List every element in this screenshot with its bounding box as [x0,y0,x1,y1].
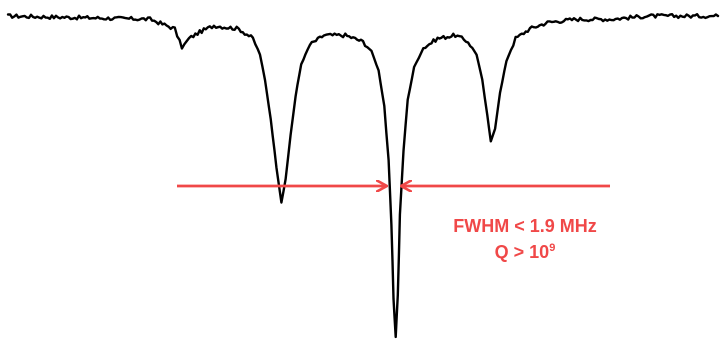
q-factor-base: Q > 10 [494,242,550,262]
spectrum-trace-line [6,13,720,339]
fwhm-label: FWHM < 1.9 MHz [453,216,597,236]
fwhm-q-annotation: FWHM < 1.9 MHz Q > 109 [420,213,630,265]
q-factor-exponent: 9 [549,242,556,254]
spectrum-trace-layer [6,13,720,339]
q-factor-label: Q > 109 [420,239,630,265]
